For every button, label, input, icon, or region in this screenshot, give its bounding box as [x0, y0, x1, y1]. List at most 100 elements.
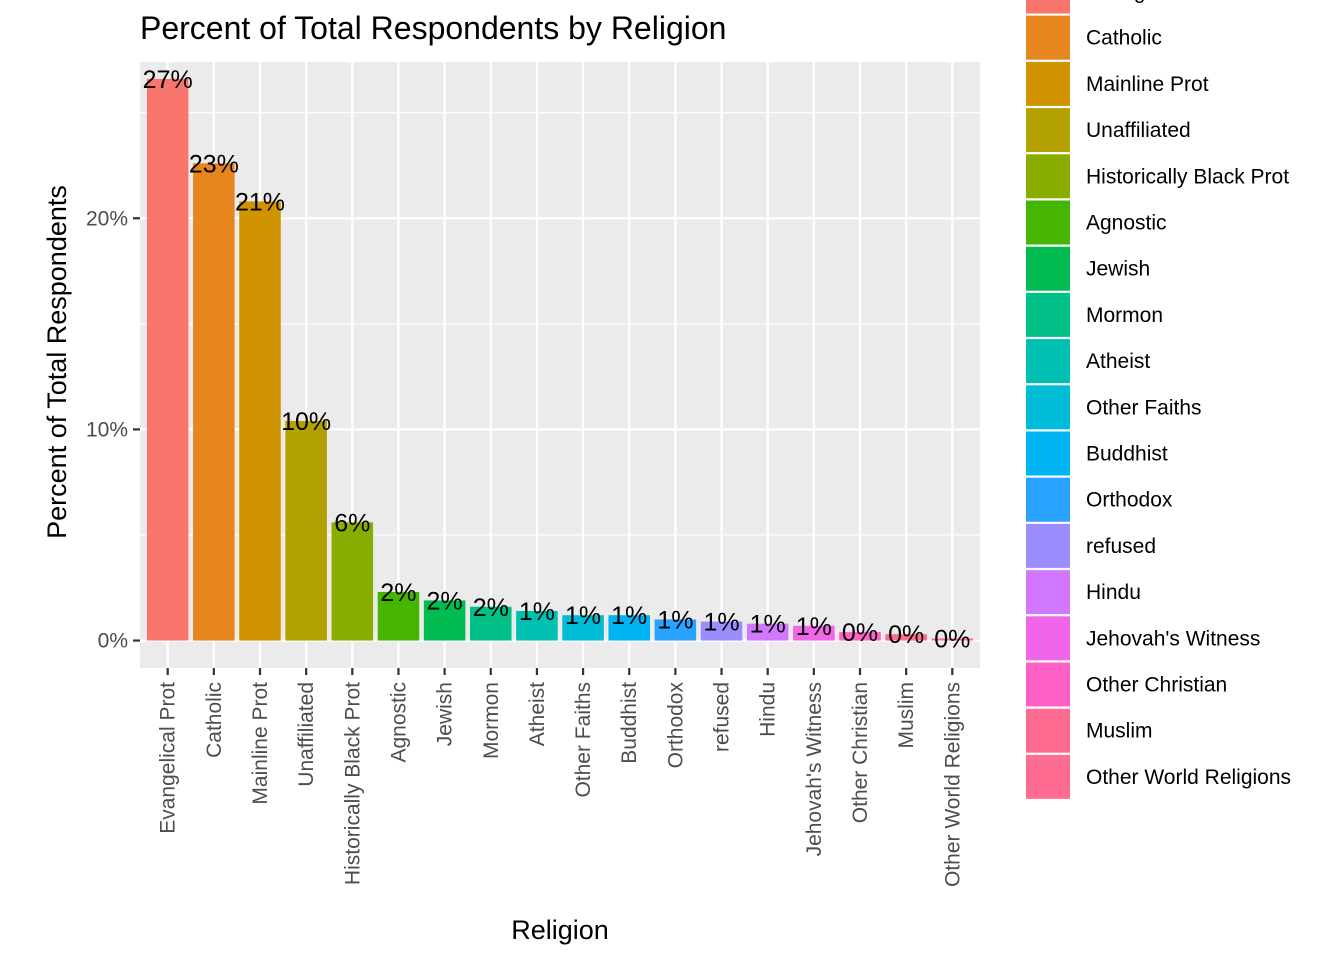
data-label: 21% [235, 188, 285, 216]
y-axis: 0% 10% 20% [86, 207, 140, 653]
x-axis-title: Religion [511, 915, 609, 945]
bars [146, 78, 974, 641]
legend-label: Catholic [1086, 27, 1162, 50]
legend-key [1026, 431, 1070, 476]
legend-label: Historically Black Prot [1086, 165, 1289, 188]
x-tick-label: Other Faiths [572, 682, 595, 798]
y-tick-label: 20% [86, 207, 128, 230]
x-tick-label: Catholic [203, 682, 226, 758]
legend-label: Evangelical Prot [1086, 0, 1238, 4]
legend-label: Agnostic [1086, 212, 1167, 235]
legend-label: Buddhist [1086, 443, 1168, 466]
bar [239, 201, 281, 641]
x-tick-label: Buddhist [618, 682, 641, 764]
legend-label: Mormon [1086, 304, 1163, 327]
x-tick-label: Muslim [895, 682, 918, 749]
data-label: 0% [934, 625, 970, 653]
legend-key [1026, 292, 1070, 337]
bar [608, 615, 650, 641]
legend-key [1026, 0, 1070, 14]
legend-key [1026, 477, 1070, 522]
bar [931, 638, 974, 641]
legend-key [1026, 15, 1070, 60]
legend-key [1026, 708, 1070, 753]
y-tick-label: 0% [98, 630, 128, 653]
legend-label: Other World Religions [1086, 766, 1291, 789]
bar [562, 615, 604, 641]
legend-key [1026, 200, 1070, 245]
legend-key [1026, 662, 1070, 707]
legend-key [1026, 339, 1070, 384]
legend-label: Muslim [1086, 720, 1153, 743]
bar [377, 591, 420, 641]
x-tick-label: Hindu [757, 682, 780, 737]
x-tick-label: Agnostic [387, 682, 410, 763]
bar [516, 610, 558, 641]
data-labels: 27% 23% 21% 10% 6% 2% 2% 2% 1% 1% 1% 1% 1% 1% 1% 0% 0% 0% [143, 66, 971, 654]
data-label: 6% [334, 509, 370, 537]
x-tick-label: Unaffiliated [295, 682, 318, 787]
bar [285, 420, 327, 641]
legend-key [1026, 570, 1070, 615]
legend-label: Mainline Prot [1086, 73, 1209, 96]
data-label: 0% [888, 621, 924, 649]
data-label: 2% [473, 594, 509, 622]
x-tick-label: Jewish [434, 682, 457, 746]
data-label: 1% [750, 611, 786, 639]
legend-label: Jehovah's Witness [1086, 627, 1260, 650]
bar [470, 606, 512, 641]
legend: Evangelical Prot Catholic Mainline Prot Una… [1026, 0, 1291, 799]
x-tick-label: Other Christian [849, 682, 872, 823]
data-label: 1% [611, 602, 647, 630]
y-tick-label: 10% [86, 418, 128, 441]
data-label: 1% [796, 613, 832, 641]
legend-label: Orthodox [1086, 489, 1173, 512]
bar [885, 634, 927, 641]
x-tick-label: Mormon [480, 682, 503, 759]
legend-label: Atheist [1086, 350, 1150, 373]
bar [193, 163, 235, 641]
x-tick-label: refused [711, 682, 734, 752]
x-tick-label: Other World Religions [941, 682, 964, 887]
legend-key [1026, 154, 1070, 199]
legend-label: Hindu [1086, 581, 1141, 604]
legend-label: Jewish [1086, 258, 1150, 281]
bar [423, 600, 466, 641]
legend-key [1026, 754, 1070, 799]
legend-key [1026, 523, 1070, 568]
data-label: 27% [143, 66, 193, 94]
bar [654, 619, 697, 641]
legend-label: Other Christian [1086, 674, 1227, 697]
legend-key [1026, 108, 1070, 153]
x-axis: Evangelical Prot Catholic Mainline Prot Una… [157, 668, 964, 887]
data-label: 2% [427, 587, 463, 615]
y-axis-title: Percent of Total Respondents [42, 185, 72, 539]
legend-label: Unaffiliated [1086, 119, 1191, 142]
legend-key [1026, 246, 1070, 291]
legend-label: Other Faiths [1086, 396, 1202, 419]
data-label: 1% [565, 602, 601, 630]
data-label: 1% [657, 606, 693, 634]
x-tick-label: Mainline Prot [249, 682, 272, 805]
bar [746, 623, 789, 641]
legend-key [1026, 616, 1070, 661]
data-label: 2% [380, 579, 416, 607]
data-label: 1% [519, 598, 555, 626]
chart-title: Percent of Total Respondents by Religion [140, 10, 726, 46]
bar [793, 625, 835, 641]
x-tick-label: Jehovah's Witness [803, 682, 826, 856]
x-tick-label: Historically Black Prot [341, 682, 364, 885]
data-label: 0% [842, 619, 878, 647]
bar [331, 522, 374, 641]
data-label: 10% [281, 408, 331, 436]
bar [146, 78, 189, 641]
bar [700, 621, 743, 641]
bar [839, 632, 881, 641]
legend-key [1026, 61, 1070, 106]
x-tick-label: Orthodox [664, 682, 687, 769]
legend-key [1026, 385, 1070, 430]
x-tick-label: Evangelical Prot [157, 682, 180, 834]
data-label: 1% [703, 609, 739, 637]
legend-label: refused [1086, 535, 1156, 558]
